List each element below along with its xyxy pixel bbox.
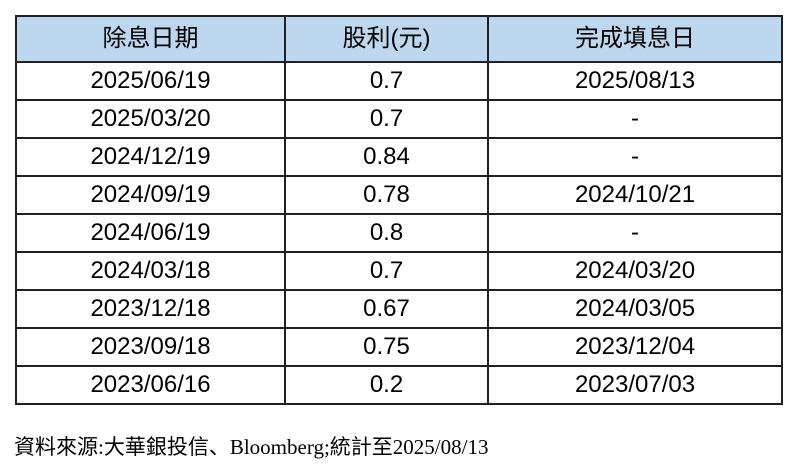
table-row: 2024/06/19 0.8 - xyxy=(15,213,783,253)
column-header-fill-date: 完成填息日 xyxy=(487,15,783,63)
cell-ex-date: 2024/03/18 xyxy=(15,251,286,291)
column-header-ex-dividend-date: 除息日期 xyxy=(15,15,286,63)
source-note: 資料來源:大華銀投信、Bloomberg;統計至2025/08/13 xyxy=(14,435,489,459)
cell-dividend: 0.8 xyxy=(284,213,489,253)
cell-fill-date: - xyxy=(487,137,783,177)
table-row: 2024/09/19 0.78 2024/10/21 xyxy=(15,175,783,215)
cell-ex-date: 2025/03/20 xyxy=(15,99,286,139)
cell-dividend: 0.75 xyxy=(284,327,489,367)
cell-dividend: 0.7 xyxy=(284,99,489,139)
cell-dividend: 0.84 xyxy=(284,137,489,177)
cell-ex-date: 2024/12/19 xyxy=(15,137,286,177)
cell-fill-date: 2024/10/21 xyxy=(487,175,783,215)
cell-ex-date: 2024/09/19 xyxy=(15,175,286,215)
table-row: 2025/03/20 0.7 - xyxy=(15,99,783,139)
cell-fill-date: 2023/07/03 xyxy=(487,365,783,405)
cell-ex-date: 2023/06/16 xyxy=(15,365,286,405)
cell-dividend: 0.7 xyxy=(284,251,489,291)
cell-ex-date: 2024/06/19 xyxy=(15,213,286,253)
cell-fill-date: 2024/03/05 xyxy=(487,289,783,329)
cell-fill-date: 2025/08/13 xyxy=(487,61,783,101)
cell-ex-date: 2023/12/18 xyxy=(15,289,286,329)
cell-fill-date: 2024/03/20 xyxy=(487,251,783,291)
column-header-dividend: 股利(元) xyxy=(284,15,489,63)
table-row: 2024/03/18 0.7 2024/03/20 xyxy=(15,251,783,291)
table-row: 2023/06/16 0.2 2023/07/03 xyxy=(15,365,783,405)
cell-dividend: 0.67 xyxy=(284,289,489,329)
table-row: 2025/06/19 0.7 2025/08/13 xyxy=(15,61,783,101)
cell-dividend: 0.7 xyxy=(284,61,489,101)
cell-fill-date: 2023/12/04 xyxy=(487,327,783,367)
cell-ex-date: 2025/06/19 xyxy=(15,61,286,101)
table-row: 2024/12/19 0.84 - xyxy=(15,137,783,177)
table-row: 2023/12/18 0.67 2024/03/05 xyxy=(15,289,783,329)
table-row: 2023/09/18 0.75 2023/12/04 xyxy=(15,327,783,367)
cell-fill-date: - xyxy=(487,99,783,139)
dividend-history-table: 除息日期 股利(元) 完成填息日 2025/06/19 0.7 2025/08/… xyxy=(15,15,783,405)
cell-dividend: 0.2 xyxy=(284,365,489,405)
cell-ex-date: 2023/09/18 xyxy=(15,327,286,367)
cell-fill-date: - xyxy=(487,213,783,253)
table-header-row: 除息日期 股利(元) 完成填息日 xyxy=(15,15,783,63)
cell-dividend: 0.78 xyxy=(284,175,489,215)
